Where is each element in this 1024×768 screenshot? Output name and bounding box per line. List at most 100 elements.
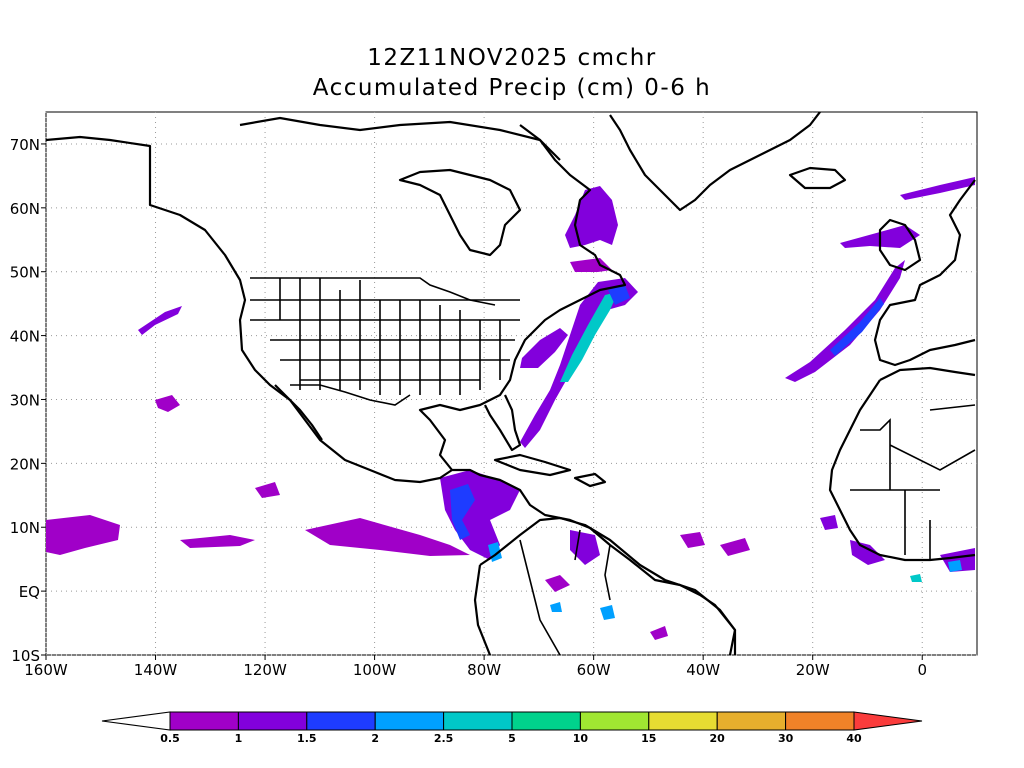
colorbar-swatch [716,711,787,731]
precip-area [820,515,838,530]
tick-label-lat: 20N [10,455,40,473]
colorbar-swatch [511,711,581,731]
coastline-hispaniola [573,472,607,488]
colorbar-swatch [579,711,650,731]
precip-area [948,560,962,572]
colorbar-label: 5 [508,732,516,745]
precip-area [850,540,885,565]
colorbar-swatch [306,711,376,731]
colorbar-label: 15 [641,732,656,745]
precip-area [255,482,280,498]
colorbar-swatch [785,711,855,731]
coastline-florida [484,394,522,452]
colorbar-swatch [169,711,239,731]
precip-area [830,298,884,356]
tick-label-lat: 50N [10,264,40,282]
precip-area [910,574,922,582]
map-frame [45,111,978,656]
colorbar-swatch [237,711,308,731]
precip-area [450,484,475,540]
coastline-greenland [609,112,821,212]
map-subtitle: Accumulated Precip (cm) 0-6 h [312,75,712,101]
us-state-lines [250,278,520,395]
precip-area [520,328,568,368]
colorbar-label: 1.5 [297,732,317,745]
coastline-cuba [493,453,572,477]
latitude-labels: 70N 60N 50N 40N 30N 20N 10N EQ 10S [10,136,46,665]
precip-area [900,177,975,200]
precip-area [608,285,630,305]
tick-label-lon: 100W [353,661,397,679]
africa-borders [850,404,976,560]
colorbar-swatch [648,711,718,731]
coastline-baja [274,384,323,441]
coastline-hudson-bay [398,168,522,257]
tick-label-lat: EQ [19,583,40,601]
colorbar: 0.5 1 1.5 2 2.5 5 10 15 20 30 40 [101,711,923,745]
tick-label-lat: 10N [10,519,40,537]
colorbar-label: 40 [846,732,862,745]
coastlines [46,112,976,655]
tick-label-lon: 0 [917,661,927,679]
us-canada-border [250,277,496,306]
tick-label-lat: 40N [10,328,40,346]
colorbar-swatch [374,711,445,731]
precip-area [155,395,180,412]
precip-area [46,515,120,555]
colorbar-min-triangle [101,711,171,731]
tick-label-lon: 140W [134,661,178,679]
precip-area [305,518,470,556]
colorbar-label: 20 [710,732,726,745]
map-title: 12Z11NOV2025 cmchr [367,45,657,71]
tick-label-lon: 120W [243,661,287,679]
coastline-arctic-islands [239,116,561,161]
tick-label-lon: 160W [24,661,68,679]
coastline-uk [878,218,922,272]
precip-area [570,530,600,565]
precip-area [180,535,255,548]
coastline-africa [828,379,976,562]
precip-area [650,626,668,640]
precip-overlay [46,177,975,640]
coastline-south-america [473,516,737,655]
precip-area [545,575,570,592]
coastline-north-america [46,135,737,655]
tick-label-lat: 70N [10,136,40,154]
tick-label-lon: 20W [796,661,830,679]
political-boundaries [250,277,976,655]
us-mexico-border [290,384,411,406]
tick-label-lon: 60W [577,661,611,679]
colorbar-label: 1 [235,732,243,745]
graticule [45,112,977,656]
coastline-africa-north [879,366,976,381]
precip-area [720,538,750,556]
precip-area [520,278,638,448]
precip-area [550,602,562,612]
tick-label-lon: 40W [686,661,720,679]
colorbar-label: 0.5 [160,732,180,745]
south-america-borders [519,529,611,655]
precip-area [565,186,618,248]
precip-area [138,306,182,335]
precip-area [940,548,975,572]
tick-label-lat: 60N [10,200,40,218]
colorbar-label: 30 [778,732,794,745]
longitude-labels: 160W 140W 120W 100W 80W 60W 40W 20W 0 [24,655,927,679]
colorbar-swatch [443,711,513,731]
tick-label-lat: 30N [10,391,40,409]
colorbar-label: 10 [573,732,589,745]
precip-area [570,258,612,272]
precip-area [785,260,905,382]
precip-area [560,292,618,382]
colorbar-max-triangle [853,711,923,731]
colorbar-label: 2 [371,732,379,745]
tick-label-lon: 80W [467,661,501,679]
tick-label-lat: 10S [11,647,40,665]
coastline-europe [873,179,976,367]
coastline-us-east [418,124,627,471]
colorbar-label: 2.5 [434,732,454,745]
coastline-iceland [788,166,847,190]
precip-area [600,605,615,620]
precip-area [680,532,705,548]
